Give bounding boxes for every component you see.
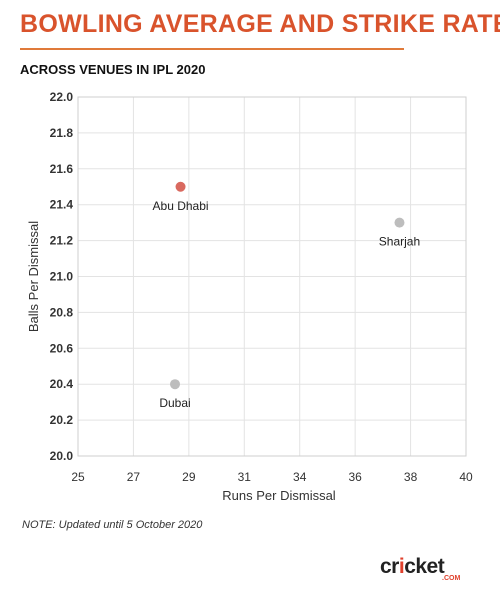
y-tick-label: 20.6 bbox=[50, 341, 74, 355]
logo-suffix: .COM bbox=[442, 575, 461, 582]
data-point bbox=[394, 217, 405, 228]
x-tick-label: 36 bbox=[348, 470, 362, 484]
x-tick-label: 31 bbox=[238, 470, 252, 484]
data-point bbox=[170, 379, 180, 390]
y-tick-label: 20.8 bbox=[50, 305, 74, 319]
data-point-label: Dubai bbox=[159, 396, 190, 410]
x-tick-label: 27 bbox=[127, 470, 141, 484]
data-point bbox=[175, 181, 186, 192]
y-tick-label: 21.4 bbox=[50, 198, 74, 212]
y-tick-label: 20.2 bbox=[50, 413, 74, 427]
y-tick-label: 21.8 bbox=[50, 126, 74, 140]
x-tick-label: 40 bbox=[459, 470, 473, 484]
footnote: NOTE: Updated until 5 October 2020 bbox=[22, 519, 203, 531]
y-tick-label: 22.0 bbox=[50, 90, 74, 104]
x-tick-label: 34 bbox=[293, 470, 307, 484]
x-tick-label: 38 bbox=[404, 470, 418, 484]
title-underline bbox=[20, 48, 404, 50]
chart-subtitle: ACROSS VENUES IN IPL 2020 bbox=[20, 62, 206, 77]
x-tick-label: 29 bbox=[182, 470, 196, 484]
y-tick-label: 20.4 bbox=[50, 377, 74, 391]
x-tick-label: 25 bbox=[71, 470, 85, 484]
y-tick-label: 20.0 bbox=[50, 449, 74, 463]
data-point-label: Abu Dhabi bbox=[153, 199, 209, 213]
y-tick-label: 21.0 bbox=[50, 270, 74, 284]
x-axis-title: Runs Per Dismissal bbox=[222, 488, 336, 503]
y-axis-title: Balls Per Dismissal bbox=[26, 221, 41, 332]
chart-title: BOWLING AVERAGE AND STRIKE RATE bbox=[20, 10, 500, 38]
data-point-label: Sharjah bbox=[379, 235, 420, 249]
logo-wordmark: cricket bbox=[380, 555, 445, 578]
y-tick-label: 21.6 bbox=[50, 162, 74, 176]
plot-frame bbox=[77, 96, 467, 457]
y-tick-label: 21.2 bbox=[50, 234, 74, 248]
cricket-com-logo: cricket .COM bbox=[380, 556, 470, 586]
